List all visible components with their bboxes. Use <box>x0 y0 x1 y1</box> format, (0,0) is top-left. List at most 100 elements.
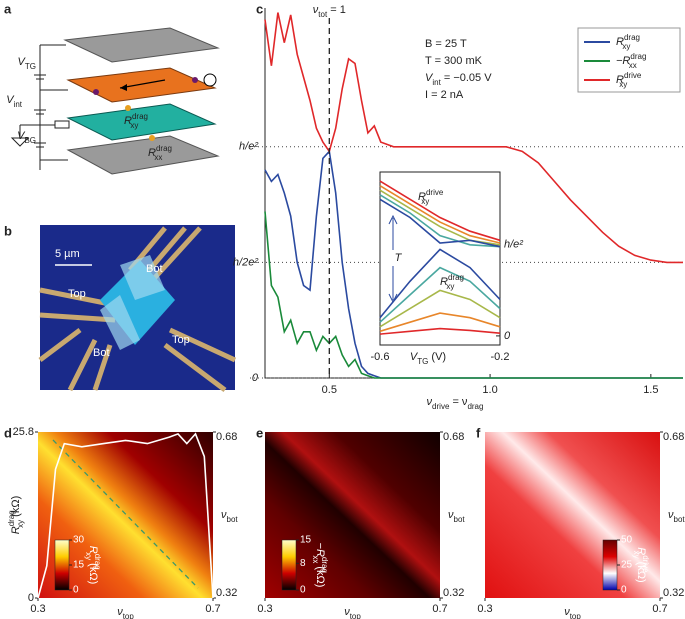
y-tick-label: 0 <box>252 372 259 384</box>
x-axis-label-part: top <box>123 612 135 619</box>
colorbar-label-part: R <box>87 546 99 554</box>
y2-axis-label-part: ν <box>668 509 674 521</box>
diagram-label-part: drag <box>132 112 148 121</box>
colorbar-tick-label: 0 <box>73 585 79 596</box>
panel-label: c <box>256 1 263 16</box>
y-tick-label: h/e² <box>504 239 523 251</box>
panel-label: f <box>476 425 481 440</box>
x-axis-label-part: ν <box>564 606 570 618</box>
y-axis-label-part: R <box>10 526 22 534</box>
data-line <box>379 180 501 242</box>
guide-line <box>52 439 199 589</box>
micrograph <box>38 225 237 392</box>
colorbar-tick-label: 30 <box>73 535 85 546</box>
colorbar-tick-label: 15 <box>73 560 85 571</box>
arrow-head <box>120 84 127 91</box>
data-line <box>379 327 501 335</box>
contact-label: Bot <box>93 347 110 359</box>
contact <box>125 105 131 111</box>
x-axis-label-part: ν <box>117 606 123 618</box>
contact <box>192 77 198 83</box>
x-axis-label: νtop <box>117 606 134 619</box>
legend-label-part: drive <box>624 71 642 80</box>
x-axis-label: νtop <box>344 606 361 619</box>
battery <box>34 74 46 148</box>
device-diagram <box>10 27 220 175</box>
x-axis-label-part: drag <box>467 402 483 411</box>
contact-label: Bot <box>146 263 163 275</box>
diagram-label-part: TG <box>25 62 36 71</box>
inset-label-part: drive <box>426 188 444 197</box>
data-line <box>379 185 501 244</box>
data-line <box>37 432 214 599</box>
colorbar-label-part: drag <box>93 554 102 570</box>
x-axis-label: νdrive = νdrag <box>427 396 484 411</box>
inset-label: Rdrive xy <box>418 188 444 206</box>
data-line <box>379 248 501 319</box>
x-tick-label: 0.7 <box>432 603 447 615</box>
y-tick-label: h/e² <box>239 141 258 153</box>
data-line <box>379 198 501 248</box>
plate <box>66 67 217 103</box>
parameter-part: = −0.05 V <box>441 72 492 84</box>
diagram-label-part: R <box>148 147 156 159</box>
parameter-part: int <box>432 78 441 87</box>
x-tick-label: 0.3 <box>477 603 492 615</box>
y2-tick-label: 0.32 <box>443 587 464 599</box>
contact <box>93 89 99 95</box>
x-tick-label: 0.3 <box>30 603 45 615</box>
colorbar-label-part: xy <box>84 552 93 560</box>
x-axis-label-part: ν <box>344 606 350 618</box>
inset-label-part: R <box>440 276 448 288</box>
legend-label-part: drag <box>630 52 646 61</box>
y-tick-label: 25.8 <box>13 426 34 438</box>
y-tick-label: 0 <box>504 330 511 342</box>
y2-axis-label-part: bot <box>227 515 239 524</box>
y-axis-label: Rdragxy (kΩ) <box>7 496 25 534</box>
plate <box>66 135 220 175</box>
x-axis-label: νtop <box>564 606 581 619</box>
colorbar <box>602 539 618 591</box>
colorbar-tick-label: 50 <box>621 535 633 546</box>
inset-label-part: xy <box>446 282 454 291</box>
colorbar-label-part: xx <box>311 555 320 563</box>
plate <box>63 27 220 63</box>
parameter: B = 25 T <box>425 38 467 50</box>
parameter-part: B = 25 T <box>425 38 467 50</box>
legend-label-part: R <box>616 74 624 86</box>
ground <box>10 137 30 147</box>
x-axis-label-part: top <box>350 612 362 619</box>
y-axis-label-part: (kΩ) <box>10 496 22 520</box>
heatmap <box>485 432 660 598</box>
inset-label-part: R <box>418 191 426 203</box>
colorbar-label: −Rdragxx (kΩ) <box>311 543 329 588</box>
data-line <box>379 194 501 248</box>
ac-source <box>203 73 217 87</box>
colorbar-tick-label: 15 <box>300 535 312 546</box>
y2-axis-label-part: ν <box>448 509 454 521</box>
diagram-label: Rdrag xy <box>124 112 148 130</box>
x-tick-label: -0.6 <box>371 351 390 363</box>
y2-axis-label: νbot <box>448 509 465 524</box>
panel-label: e <box>256 425 263 440</box>
colorbar-label-part: (kΩ) <box>635 559 647 583</box>
y2-tick-label: 0.68 <box>663 431 684 443</box>
y2-axis-label: νbot <box>221 509 238 524</box>
data-line <box>379 266 501 323</box>
y2-axis-label-part: ν <box>221 509 227 521</box>
colorbar-label: Rdrivexy (kΩ) <box>632 547 650 582</box>
top-gate <box>120 255 165 300</box>
x-axis-label-part: top <box>570 612 582 619</box>
annotation-label-part: = 1 <box>327 4 346 16</box>
resistor <box>54 120 70 129</box>
annotation-label: νtot = 1 <box>313 4 346 19</box>
colorbar-label-part: (kΩ) <box>87 560 99 584</box>
x-tick-label: 0.3 <box>257 603 272 615</box>
diagram-label-part: xy <box>130 121 138 130</box>
legend-label: Rdrag xy <box>616 33 640 51</box>
inset-label-part: T <box>395 252 403 264</box>
wire <box>19 44 68 170</box>
diagram-label-part: xx <box>154 153 162 162</box>
parameter-part: I = 2 nA <box>425 89 464 101</box>
